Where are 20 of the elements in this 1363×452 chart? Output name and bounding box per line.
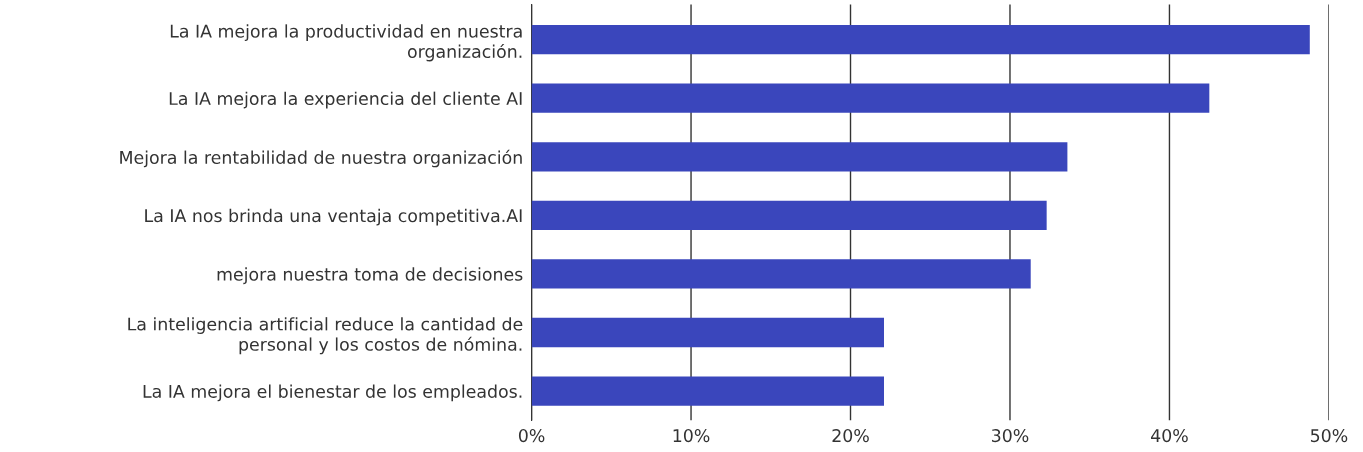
y-tick-label: La IA mejora el bienestar de los empleados.	[143, 384, 522, 402]
x-tick-label: 20%	[832, 429, 869, 443]
bar	[531, 200, 1047, 231]
bar	[531, 317, 884, 348]
x-tick-label: 30%	[992, 429, 1029, 443]
y-tick-label: La IA mejora la productividad en nuestra organización.	[170, 24, 522, 62]
y-tick-label: mejora nuestra toma de decisiones	[217, 267, 523, 285]
y-tick-label: Mejora la rentabilidad de nuestra organización	[120, 149, 522, 168]
x-tick-label: 40%	[1151, 429, 1188, 443]
x-tick-label: 50%	[1310, 429, 1348, 443]
y-tick-label: La IA nos brinda una ventaja competitiva.AI	[145, 208, 522, 226]
bar	[531, 376, 884, 406]
x-tick-label: 0%	[518, 429, 545, 443]
x-tick-label: 10%	[673, 429, 710, 443]
y-tick-label: La IA mejora la experiencia del cliente AI	[169, 91, 522, 109]
bar	[531, 142, 1068, 172]
bar	[531, 259, 1031, 289]
bar	[531, 25, 1310, 55]
y-tick-label: La inteligencia artificial reduce la cantidad de personal y los costos de nómina.	[128, 317, 523, 355]
bar	[531, 83, 1210, 113]
